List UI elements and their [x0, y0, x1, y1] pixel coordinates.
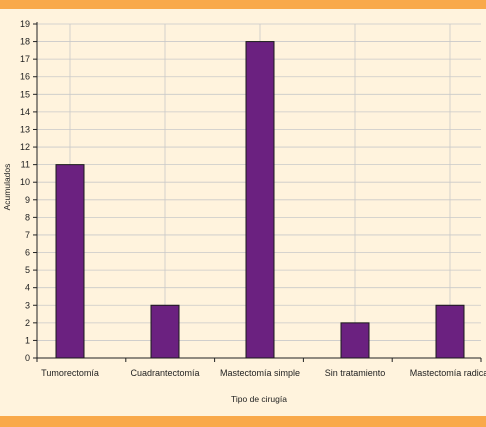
y-tick-label: 12 [20, 142, 30, 152]
x-tick-label: Mastectomía radical [410, 368, 486, 378]
y-tick-label: 5 [25, 265, 30, 275]
y-tick-label: 14 [20, 107, 30, 117]
y-tick-label: 6 [25, 248, 30, 258]
y-tick-label: 13 [20, 124, 30, 134]
bar-2 [245, 41, 275, 359]
y-tick-label: 2 [25, 318, 30, 328]
y-tick-label: 16 [20, 72, 30, 82]
top-band [0, 0, 486, 9]
y-tick-label: 1 [25, 335, 30, 345]
y-tick-label: 15 [20, 89, 30, 99]
y-tick-label: 8 [25, 212, 30, 222]
y-axis-label: Acumulados [2, 164, 12, 211]
y-tick-label: 10 [20, 177, 30, 187]
bottom-band [0, 416, 486, 427]
y-tick-label: 7 [25, 230, 30, 240]
bar-0 [55, 164, 85, 359]
y-tick-label: 3 [25, 300, 30, 310]
y-tick-label: 9 [25, 195, 30, 205]
x-tick-label: Mastectomía simple [220, 368, 300, 378]
y-tick-label: 0 [25, 353, 30, 363]
y-tick-label: 11 [21, 160, 30, 170]
x-tick-label: Cuadrantectomía [130, 368, 199, 378]
bar-4 [435, 304, 465, 359]
x-tick-label: Tumorectomía [41, 368, 99, 378]
y-tick-label: 17 [20, 54, 30, 64]
y-tick-label: 18 [20, 37, 30, 47]
y-tick-label: 19 [20, 19, 30, 29]
bar-1 [150, 304, 180, 359]
x-tick-labels: Tumorectomía Cuadrantectomía Mastectomía s… [41, 368, 486, 378]
x-tick-label: Sin tratamiento [325, 368, 386, 378]
x-axis-label: Tipo de cirugía [231, 394, 287, 404]
y-tick-label: 4 [25, 283, 30, 293]
bars [55, 41, 465, 359]
bar-3 [340, 322, 370, 359]
